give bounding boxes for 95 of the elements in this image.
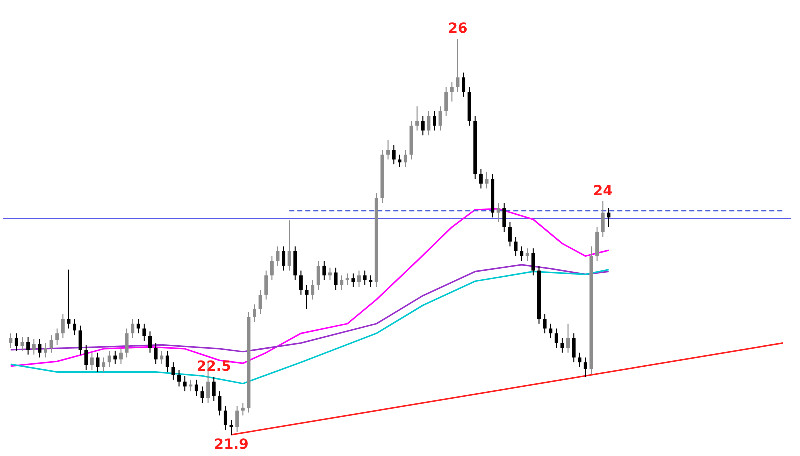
candlestick bbox=[14, 333, 18, 352]
candlestick bbox=[142, 323, 146, 342]
candlestick bbox=[26, 336, 30, 356]
annotation: 26 bbox=[448, 21, 468, 37]
candlestick bbox=[392, 144, 396, 166]
candlestick bbox=[119, 348, 123, 365]
candlestick bbox=[56, 328, 60, 346]
candlestick bbox=[456, 38, 460, 93]
candlestick bbox=[67, 269, 71, 330]
candlestick bbox=[166, 350, 170, 373]
candlestick bbox=[200, 386, 204, 404]
candlestick bbox=[178, 370, 182, 388]
candlestick bbox=[322, 260, 326, 281]
candlestick bbox=[566, 323, 570, 354]
candlestick bbox=[607, 208, 611, 228]
candlestick bbox=[462, 72, 466, 98]
candlestick bbox=[450, 82, 454, 102]
candlestick bbox=[125, 328, 129, 358]
candlestick bbox=[352, 273, 356, 288]
candlestick bbox=[84, 344, 88, 371]
candlestick bbox=[96, 352, 100, 373]
candlestick bbox=[38, 338, 42, 358]
candlestick bbox=[218, 391, 222, 416]
candlestick bbox=[526, 248, 530, 262]
candlestick bbox=[102, 357, 106, 373]
candlestick bbox=[340, 275, 344, 291]
candlestick bbox=[358, 270, 362, 288]
candlestick bbox=[334, 267, 338, 291]
candlestick bbox=[346, 273, 350, 286]
candlestick bbox=[496, 202, 500, 224]
candlestick bbox=[363, 270, 367, 286]
candlestick bbox=[444, 86, 448, 117]
candlestick bbox=[311, 280, 315, 300]
candlestick bbox=[20, 336, 24, 352]
candlestick bbox=[264, 270, 268, 300]
candlestick bbox=[502, 202, 506, 233]
candlestick bbox=[421, 116, 425, 136]
candlestick bbox=[427, 110, 431, 136]
candlestick bbox=[316, 260, 320, 291]
candlestick bbox=[438, 106, 442, 132]
candlestick bbox=[224, 406, 228, 431]
candlestick bbox=[485, 172, 489, 190]
candlestick bbox=[148, 331, 152, 354]
candlestick bbox=[108, 350, 112, 368]
candlestick bbox=[44, 342, 48, 358]
candlestick bbox=[90, 352, 94, 371]
candlestick bbox=[160, 350, 164, 365]
candlestick bbox=[78, 325, 82, 356]
candlestick bbox=[560, 338, 564, 354]
candlestick bbox=[236, 406, 240, 433]
candlestick bbox=[136, 318, 140, 334]
candlestick bbox=[131, 318, 135, 339]
annotation: 22.5 bbox=[196, 359, 232, 376]
candlestick bbox=[549, 323, 553, 339]
candlestick bbox=[154, 342, 158, 365]
annotation: 24 bbox=[593, 183, 614, 200]
candlestick bbox=[578, 352, 582, 368]
candlestick bbox=[601, 200, 605, 238]
candlestick bbox=[404, 150, 408, 168]
candlestick bbox=[114, 350, 118, 365]
candlestick bbox=[479, 168, 483, 190]
candlestick bbox=[416, 106, 420, 132]
candlestick bbox=[572, 333, 576, 364]
candlestick bbox=[282, 246, 286, 272]
candlestick bbox=[328, 267, 332, 281]
candlestick bbox=[253, 304, 257, 322]
candlestick bbox=[172, 362, 176, 380]
candlestick bbox=[543, 314, 547, 334]
candlestick bbox=[276, 246, 280, 266]
candlestick bbox=[532, 248, 536, 276]
candlestick bbox=[584, 357, 588, 378]
candlestick bbox=[520, 246, 524, 262]
candlestick bbox=[299, 270, 303, 296]
candlestick bbox=[398, 154, 402, 168]
candlestick bbox=[32, 338, 36, 356]
candlestick bbox=[9, 333, 13, 349]
candlestick bbox=[230, 420, 234, 436]
candlestick bbox=[50, 335, 54, 354]
candlestick bbox=[432, 110, 436, 132]
candlestick bbox=[369, 275, 373, 288]
candlestick bbox=[73, 318, 77, 336]
candlestick bbox=[305, 284, 309, 310]
candlestick bbox=[288, 220, 292, 272]
annotation: 21.9 bbox=[214, 437, 249, 453]
candlestick bbox=[270, 256, 274, 281]
candlestick bbox=[508, 222, 512, 248]
candlestick bbox=[514, 236, 518, 257]
candlestick bbox=[554, 328, 558, 349]
candlestick bbox=[183, 376, 187, 392]
candlestick bbox=[194, 379, 198, 397]
candlestick bbox=[241, 402, 245, 416]
candlestick bbox=[61, 314, 65, 339]
candlestick bbox=[258, 290, 262, 315]
candlestick bbox=[386, 140, 390, 160]
candlestick bbox=[212, 376, 216, 402]
